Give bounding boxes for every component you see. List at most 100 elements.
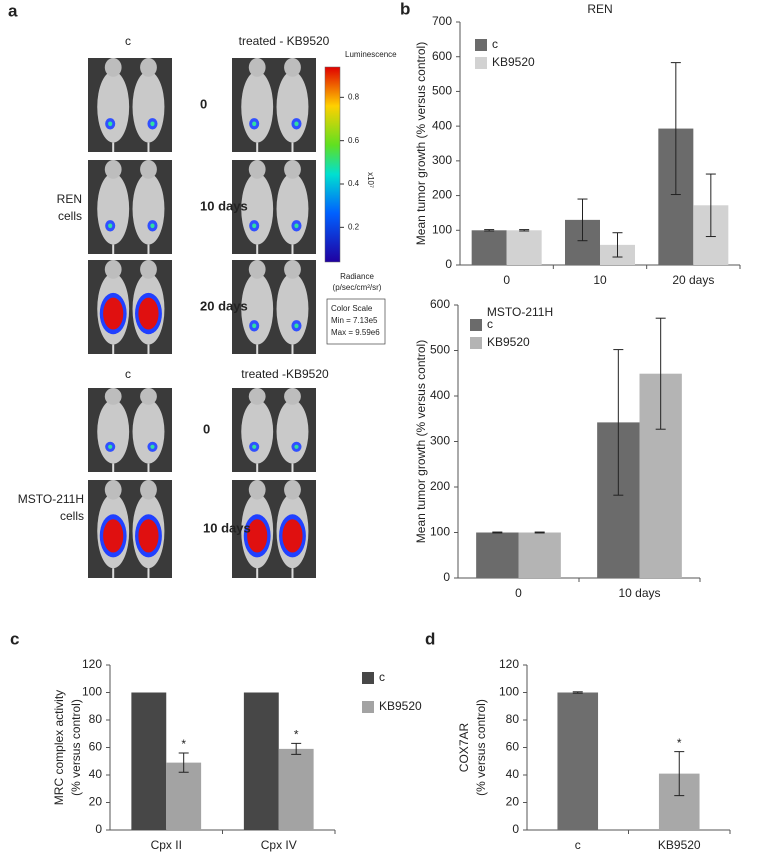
legend-label: KB9520 bbox=[379, 699, 422, 713]
mouse-head bbox=[248, 160, 266, 179]
y-tick-label: 40 bbox=[506, 767, 520, 781]
y-tick-label: 400 bbox=[430, 388, 450, 402]
significance-mark: * bbox=[181, 737, 186, 751]
mouse-body bbox=[241, 173, 274, 245]
y-tick-label: 600 bbox=[432, 49, 452, 63]
mouse-head bbox=[140, 160, 157, 179]
error-bar bbox=[492, 531, 503, 534]
significance-mark: * bbox=[294, 728, 299, 742]
bar bbox=[166, 762, 202, 830]
mouse-body bbox=[132, 173, 165, 245]
error-bar bbox=[670, 62, 681, 196]
x-tick-label: 10 days bbox=[618, 586, 660, 600]
scale-box-text: Min = 7.13e5 bbox=[331, 316, 378, 325]
signal bbox=[138, 519, 159, 553]
error-bar bbox=[577, 198, 588, 242]
scale-box bbox=[326, 298, 386, 345]
signal bbox=[252, 223, 257, 229]
signal bbox=[150, 223, 155, 229]
column-header: c bbox=[125, 34, 131, 48]
row-label: cells bbox=[60, 509, 84, 523]
error-bar bbox=[572, 691, 583, 694]
mouse-image bbox=[88, 388, 172, 472]
signal bbox=[108, 121, 113, 127]
mouse-head bbox=[140, 260, 157, 279]
legend-swatch bbox=[362, 701, 374, 713]
mouse-head bbox=[284, 58, 301, 77]
mouse-head bbox=[284, 388, 301, 405]
error-bar bbox=[613, 349, 624, 496]
timepoint-label: 0 bbox=[200, 96, 207, 111]
y-tick-label: 20 bbox=[506, 795, 520, 809]
signal bbox=[150, 121, 155, 127]
mouse-head bbox=[248, 388, 266, 405]
mouse-head bbox=[248, 260, 266, 279]
timepoint-label: 10 days bbox=[200, 198, 248, 213]
colorbar bbox=[324, 66, 341, 263]
y-tick-label: 100 bbox=[499, 685, 519, 699]
y-tick-label: 0 bbox=[445, 257, 452, 271]
y-tick-label: 100 bbox=[432, 222, 452, 236]
column-header: c bbox=[125, 367, 131, 381]
mouse-body bbox=[276, 173, 309, 245]
y-tick-label: 80 bbox=[89, 712, 103, 726]
mouse-head bbox=[140, 58, 157, 77]
x-tick-label: KB9520 bbox=[658, 838, 701, 852]
mouse-image bbox=[232, 160, 316, 254]
mouse-body bbox=[97, 173, 130, 245]
y-axis-label: Mean tumor growth (% versus control) bbox=[414, 42, 428, 245]
x-tick-label: c bbox=[575, 838, 581, 852]
y-tick-label: 100 bbox=[82, 685, 102, 699]
y-tick-label: 0 bbox=[95, 822, 102, 836]
colorbar-multiplier: x10⁷ bbox=[366, 172, 375, 188]
signal bbox=[108, 444, 113, 449]
colorbar-tick-label: 0.2 bbox=[348, 222, 360, 231]
x-tick-label: Cpx II bbox=[151, 838, 182, 852]
error-bar bbox=[291, 742, 302, 755]
error-bar bbox=[655, 317, 666, 430]
legend-label: c bbox=[487, 317, 493, 331]
y-tick-label: 300 bbox=[432, 153, 452, 167]
colorbar-tick-label: 0.4 bbox=[348, 179, 360, 188]
y-tick-label: 700 bbox=[432, 14, 452, 28]
signal bbox=[252, 444, 257, 449]
bar bbox=[557, 692, 599, 830]
mouse-image bbox=[88, 480, 172, 578]
y-axis-label: Mean tumor growth (% versus control) bbox=[414, 340, 428, 543]
timepoint-label: 10 days bbox=[203, 520, 251, 535]
signal bbox=[282, 519, 303, 553]
mouse-head bbox=[104, 160, 122, 179]
x-tick-label: 20 days bbox=[672, 273, 714, 287]
y-tick-label: 60 bbox=[89, 740, 103, 754]
signal bbox=[150, 444, 155, 449]
signal bbox=[294, 223, 299, 229]
legend-swatch bbox=[475, 57, 487, 69]
mouse-body bbox=[241, 273, 274, 345]
mouse-head bbox=[140, 388, 157, 405]
bar bbox=[131, 692, 167, 830]
mouse-image bbox=[88, 58, 172, 152]
bar bbox=[506, 230, 542, 265]
mouse-body bbox=[276, 399, 309, 464]
y-axis-label: (% versus control) bbox=[474, 699, 488, 796]
timepoint-label: 0 bbox=[203, 421, 210, 436]
signal bbox=[247, 519, 268, 553]
mouse-head bbox=[284, 260, 301, 279]
colorbar-tick-label: 0.8 bbox=[348, 92, 360, 101]
colorbar-title: Luminescence bbox=[345, 50, 397, 59]
mouse-image bbox=[232, 58, 316, 152]
bar bbox=[518, 532, 561, 578]
row-label: cells bbox=[58, 209, 82, 223]
y-tick-label: 60 bbox=[506, 740, 520, 754]
mouse-head bbox=[104, 58, 122, 77]
chart-title: MSTO-211H bbox=[487, 305, 553, 319]
y-tick-label: 0 bbox=[443, 570, 450, 584]
mouse-body bbox=[276, 71, 309, 143]
mouse-head bbox=[104, 480, 122, 500]
x-tick-label: 0 bbox=[515, 586, 522, 600]
y-tick-label: 400 bbox=[432, 118, 452, 132]
mouse-image bbox=[232, 480, 316, 578]
error-bar bbox=[612, 232, 623, 258]
mouse-image bbox=[88, 160, 172, 254]
